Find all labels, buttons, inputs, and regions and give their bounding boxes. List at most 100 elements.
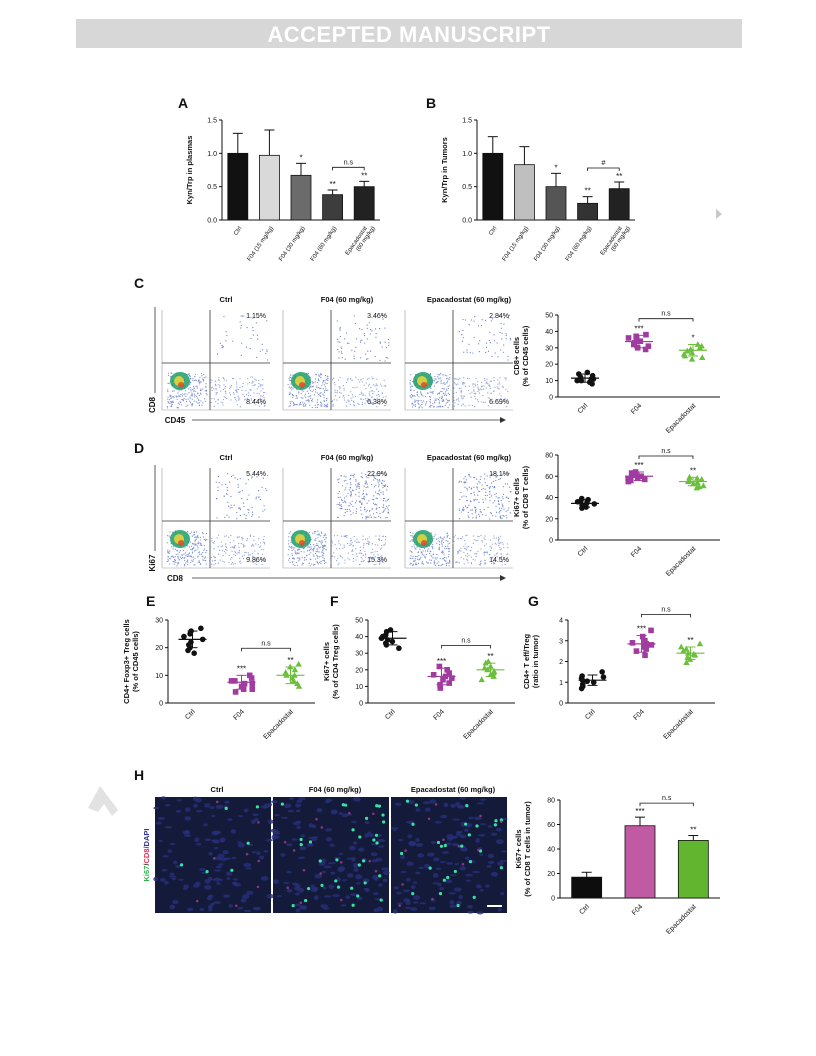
event-dot xyxy=(494,340,496,342)
event-dot xyxy=(253,535,255,538)
event-dot xyxy=(308,401,310,403)
ki67-cell xyxy=(357,863,361,867)
event-dot xyxy=(381,560,384,562)
event-dot xyxy=(238,536,241,538)
event-dot xyxy=(418,407,420,409)
dapi-nucleus xyxy=(445,879,453,884)
event-dot xyxy=(298,557,301,559)
event-dot xyxy=(263,541,265,543)
event-dot xyxy=(477,325,480,327)
y-axis-label: (% of CD45 cells) xyxy=(131,631,140,692)
event-dot xyxy=(438,402,440,404)
event-dot xyxy=(381,545,383,547)
event-dot xyxy=(502,493,505,495)
event-dot xyxy=(373,384,375,386)
event-dot xyxy=(189,400,191,402)
dapi-nucleus xyxy=(403,898,411,903)
event-dot xyxy=(455,561,458,563)
event-dot xyxy=(363,507,366,509)
event-dot xyxy=(480,476,482,478)
flow-plot-D-2: Epacadostat (60 mg/kg)18.1%14.5% xyxy=(404,453,513,569)
dapi-nucleus xyxy=(472,870,481,874)
y-tick-label: 80 xyxy=(545,453,553,460)
event-dot xyxy=(480,534,482,537)
event-dot xyxy=(435,558,437,560)
event-dot xyxy=(215,498,218,500)
event-dot xyxy=(349,544,351,547)
event-dot xyxy=(385,347,388,349)
y-axis-label: (% of CD45 cells) xyxy=(521,325,530,386)
dapi-nucleus xyxy=(230,829,237,834)
event-dot xyxy=(170,402,172,404)
event-dot xyxy=(466,546,468,548)
event-dot xyxy=(463,495,465,497)
ki67-cell xyxy=(336,885,341,889)
event-dot xyxy=(352,544,355,547)
event-dot xyxy=(261,548,263,550)
event-dot xyxy=(223,495,225,497)
event-dot xyxy=(365,493,367,495)
dapi-nucleus xyxy=(203,805,211,808)
event-dot xyxy=(192,560,194,563)
event-dot xyxy=(475,498,477,500)
dapi-nucleus xyxy=(254,817,259,822)
event-dot xyxy=(214,562,217,565)
event-dot xyxy=(233,540,235,542)
ki67-cell xyxy=(439,844,444,848)
dapi-nucleus xyxy=(430,840,437,844)
event-dot xyxy=(438,540,440,542)
event-dot xyxy=(229,481,231,483)
event-dot xyxy=(375,333,377,335)
event-dot xyxy=(352,512,354,514)
event-dot xyxy=(432,392,434,394)
event-dot xyxy=(444,556,446,559)
dapi-nucleus xyxy=(164,826,173,829)
event-dot xyxy=(222,346,224,348)
event-dot xyxy=(375,388,378,390)
panel-letter-C: C xyxy=(134,275,144,291)
event-dot xyxy=(380,472,383,474)
event-dot xyxy=(235,400,237,402)
event-dot xyxy=(490,392,492,394)
event-dot xyxy=(185,390,187,392)
y-tick-label: 40 xyxy=(547,847,555,854)
event-dot xyxy=(215,385,217,387)
event-dot xyxy=(217,562,219,564)
event-dot xyxy=(458,481,460,483)
ki67-cell xyxy=(443,843,447,848)
event-dot xyxy=(290,531,292,533)
event-dot xyxy=(375,328,377,330)
dapi-nucleus xyxy=(345,895,351,900)
event-dot xyxy=(263,543,266,545)
event-dot xyxy=(354,395,357,398)
event-dot xyxy=(378,494,381,496)
event-dot xyxy=(469,550,471,552)
event-dot xyxy=(213,542,215,544)
event-dot xyxy=(252,326,254,329)
event-dot xyxy=(192,389,194,391)
event-dot xyxy=(445,562,447,565)
event-dot xyxy=(413,404,415,406)
event-dot xyxy=(197,542,199,544)
event-dot xyxy=(444,374,446,376)
event-dot xyxy=(501,496,504,498)
event-dot xyxy=(433,535,435,537)
event-dot xyxy=(455,384,458,386)
event-dot xyxy=(321,384,323,386)
event-dot xyxy=(376,511,378,514)
event-dot xyxy=(355,346,357,348)
event-dot xyxy=(320,401,322,403)
event-dot xyxy=(177,392,179,394)
event-dot xyxy=(217,403,219,405)
event-dot xyxy=(309,548,311,551)
event-dot xyxy=(358,486,360,488)
event-dot xyxy=(368,383,370,385)
dapi-nucleus xyxy=(199,867,206,872)
ki67-cell xyxy=(381,813,385,817)
event-dot xyxy=(189,532,191,535)
event-dot xyxy=(362,490,365,492)
dapi-nucleus xyxy=(353,868,359,872)
event-dot xyxy=(245,517,247,520)
event-dot xyxy=(346,342,349,344)
event-dot xyxy=(409,540,412,542)
